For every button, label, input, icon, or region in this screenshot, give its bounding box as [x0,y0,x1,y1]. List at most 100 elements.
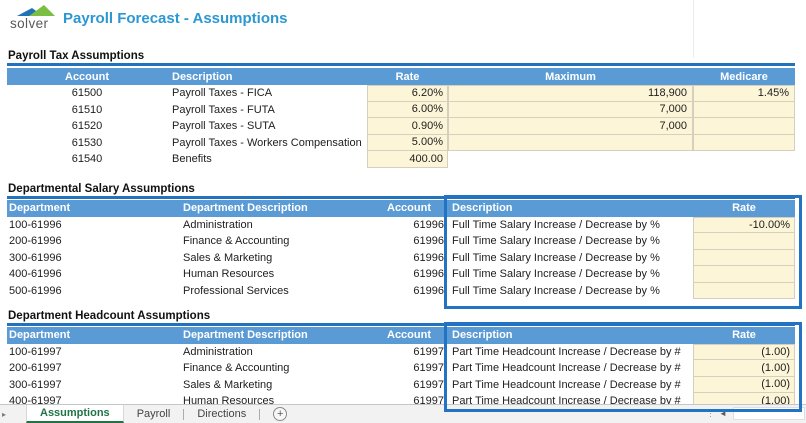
cell-account: 61997 [413,345,444,358]
cell-description: Full Time Salary Increase / Decrease by … [452,251,660,264]
cell-rate[interactable]: 6.20% [367,85,448,102]
header-description: Description [448,200,693,217]
cell-maximum[interactable] [448,134,693,151]
header-department-description: Department Description [180,200,370,217]
cell-department-description: Administration [183,218,253,231]
cell-account: 61996 [413,235,444,248]
cell-medicare[interactable] [693,134,795,151]
cell-account: 61500 [71,87,103,100]
cell-description: Full Time Salary Increase / Decrease by … [452,235,660,248]
header-account: Account [7,68,167,85]
cell-account: 61996 [413,284,444,297]
cell-account: 61996 [413,251,444,264]
section-heading-salary: Departmental Salary Assumptions [8,183,195,195]
heading-rule [7,63,795,66]
cell-department-description: Finance & Accounting [183,362,290,375]
tab-separator [259,408,261,420]
salary-assumptions-table: Department Department Description Account D… [7,200,795,299]
cell-account: 61530 [71,136,103,149]
cell-department: 500-61996 [9,284,62,297]
header-account: Account [370,200,448,217]
cell-department-description: Finance & Accounting [183,235,290,248]
cell-rate[interactable]: (1.00) [693,376,795,393]
cell-rate[interactable]: (1.00) [693,343,795,360]
cell-medicare[interactable] [693,118,795,135]
cell-rate[interactable]: 5.00% [367,134,448,151]
cell-rate[interactable]: 400.00 [367,151,448,168]
table-row: 100-61996 Administration 61996 Full Time Sa… [7,216,795,233]
cell-description: Payroll Taxes - FUTA [172,103,275,116]
cell-rate[interactable]: (1.00) [693,360,795,377]
header-department-description: Department Description [180,327,370,344]
cell-rate[interactable]: -10.00% [693,216,795,233]
header-rate: Rate [693,200,795,217]
cell-rate[interactable] [693,282,795,299]
page-break-line [693,0,694,58]
tab-assumptions[interactable]: Assumptions [26,405,124,423]
cell-maximum[interactable]: 7,000 [448,118,693,135]
table-row: 200-61997 Finance & Accounting 61997 Part T… [7,360,795,377]
tab-directions[interactable]: Directions [197,408,247,420]
scroll-left-button[interactable]: ◄ [719,409,727,418]
cell-rate[interactable] [693,233,795,250]
page-title: Payroll Forecast - Assumptions [63,10,288,27]
table-row: 400-61996 Human Resources 61996 Full Time S… [7,266,795,283]
table-row: 200-61996 Finance & Accounting 61996 Full T… [7,233,795,250]
cell-department-description: Sales & Marketing [183,378,273,391]
table-row: 500-61996 Professional Services 61996 Full … [7,282,795,299]
table-row: 61500 Payroll Taxes - FICA 6.20% 118,900 1.4… [7,85,795,102]
heading-rule [7,196,795,199]
cell-rate[interactable]: 6.00% [367,101,448,118]
cell-description: Full Time Salary Increase / Decrease by … [452,268,660,281]
cell-description: Benefits [172,153,212,166]
cell-department-description: Sales & Marketing [183,251,273,264]
cell-rate[interactable]: 0.90% [367,118,448,135]
header-department: Department [7,327,180,344]
header-medicare: Medicare [693,68,795,85]
cell-department-description: Administration [183,345,253,358]
scrollbar-track[interactable] [732,407,805,420]
table-header-row: Department Department Description Account D… [7,200,795,217]
cell-description: Part Time Headcount Increase / Decrease … [452,362,681,375]
header-description: Description [448,327,693,344]
header-account: Account [370,327,448,344]
cell-account: 61510 [71,103,103,116]
cell-account: 61996 [413,268,444,281]
table-row: 61540 Benefits 400.00 [7,151,795,168]
cell-rate[interactable] [693,266,795,283]
cell-account: 61996 [413,218,444,231]
cell-description: Payroll Taxes - Workers Compensation [172,136,362,149]
cell-department: 100-61996 [9,218,62,231]
logo-wordmark: solver [10,16,49,31]
cell-department: 200-61997 [9,362,62,375]
add-sheet-button[interactable]: + [273,407,288,421]
logo-mountain-icon [17,5,55,16]
header-description: Description [167,68,367,85]
table-header-row: Department Department Description Account D… [7,327,795,344]
cell-department-description: Human Resources [183,268,275,281]
cell-department: 300-61996 [9,251,62,264]
cell-account: 61520 [71,120,103,133]
section-heading-payroll-tax: Payroll Tax Assumptions [8,50,145,62]
cell-maximum[interactable]: 7,000 [448,101,693,118]
sheet-tab-bar: ▸ Assumptions Payroll Directions + [0,404,806,423]
heading-rule [7,323,795,326]
solver-logo: solver [10,4,70,32]
cell-medicare [693,151,795,168]
cell-description: Part Time Headcount Increase / Decrease … [452,345,681,358]
tab-payroll[interactable]: Payroll [136,408,171,420]
table-row: 61510 Payroll Taxes - FUTA 6.00% 7,000 [7,101,795,118]
horizontal-scrollbar: ⋮ ◄ [700,404,806,423]
cell-maximum[interactable]: 118,900 [448,85,693,102]
cell-rate[interactable] [693,249,795,266]
section-heading-headcount: Department Headcount Assumptions [8,310,211,322]
cell-department: 300-61997 [9,378,62,391]
cell-medicare[interactable]: 1.45% [693,85,795,102]
splitter-grip-icon[interactable]: ⋮ [706,408,715,418]
cell-description: Part Time Headcount Increase / Decrease … [452,378,681,391]
cell-description: Full Time Salary Increase / Decrease by … [452,218,660,231]
tab-scroll-right-icon[interactable]: ▸ [2,409,7,419]
cell-medicare[interactable] [693,101,795,118]
header-maximum: Maximum [448,68,693,85]
